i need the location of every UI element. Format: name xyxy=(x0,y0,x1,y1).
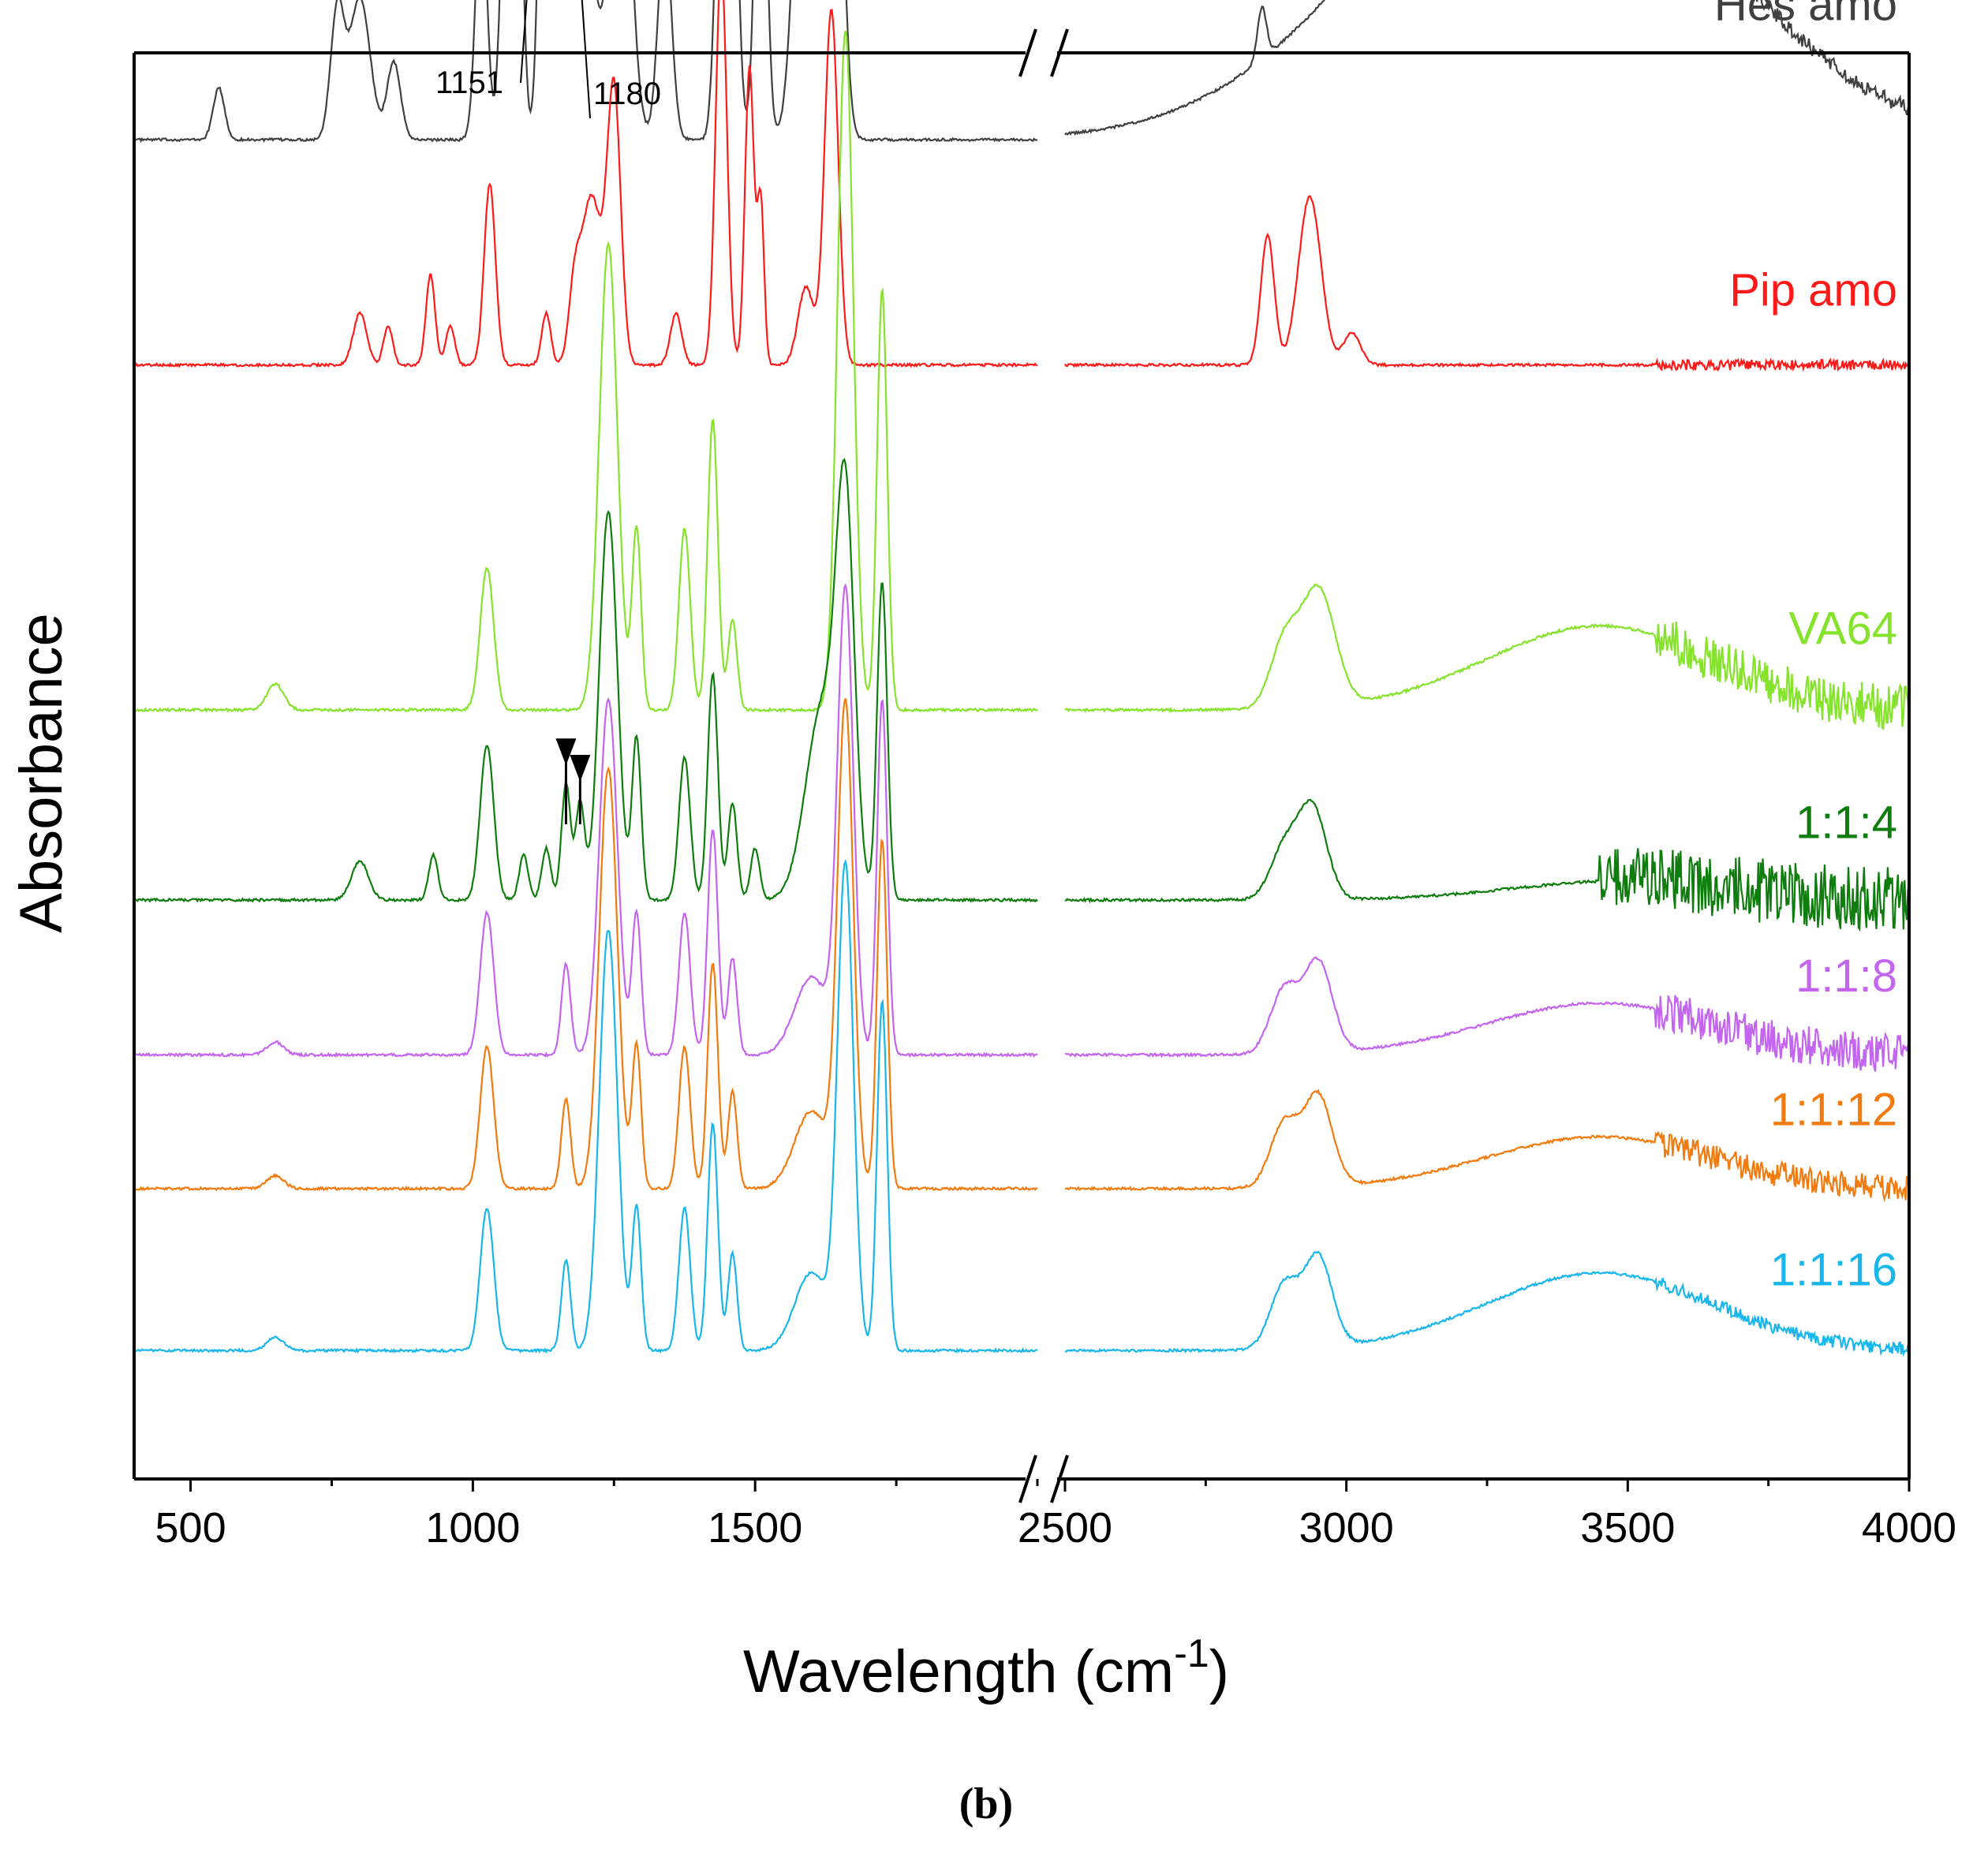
x-tick-label-2500: 2500 xyxy=(1018,1504,1112,1552)
axis-break-mark-2 xyxy=(1050,28,1069,77)
axis-break-mark-1 xyxy=(1018,28,1037,77)
series-line-1-1-12-segment-2 xyxy=(1064,1089,1911,1202)
plot-frame xyxy=(133,28,1911,1503)
x-axis-title-superscript: -1 xyxy=(1174,1631,1209,1675)
series-line-1-1-12-segment-1 xyxy=(133,698,1038,1192)
series-line-1-1-8-segment-1 xyxy=(133,583,1038,1059)
x-tick-label-3500: 3500 xyxy=(1580,1504,1675,1552)
y-axis-title: Absorbance xyxy=(8,613,75,933)
axis-break-mark-3 xyxy=(1018,1455,1037,1503)
series-label-1-1-4: 1:1:4 xyxy=(1796,797,1897,849)
x-axis-ticks: 500 1000 1500 2500 3000 3500 4000 xyxy=(155,1479,1956,1552)
spectra-curves xyxy=(133,0,1911,1357)
series-line-pip-amo-segment-1 xyxy=(133,0,1038,368)
series-line-va64-segment-1 xyxy=(133,30,1038,713)
series-label-1-1-12: 1:1:12 xyxy=(1770,1085,1897,1136)
series-label-1-1-8: 1:1:8 xyxy=(1796,950,1897,1002)
series-line-1-1-4-segment-1 xyxy=(133,457,1038,903)
series-label-hes-amo: Hes amo xyxy=(1714,0,1897,31)
x-tick-label-1000: 1000 xyxy=(425,1504,520,1552)
peak-leader-1151 xyxy=(520,0,528,84)
x-tick-label-1500: 1500 xyxy=(708,1504,802,1552)
panel-label: (b) xyxy=(959,1779,1013,1828)
arrow-head-2 xyxy=(570,754,591,782)
peak-annotations: 1151 1180 xyxy=(435,0,661,824)
series-line-1-1-16-segment-2 xyxy=(1064,1250,1911,1357)
series-line-hes-amo-segment-2 xyxy=(1064,0,1910,136)
x-tick-label-4000: 4000 xyxy=(1862,1504,1956,1552)
x-tick-label-3000: 3000 xyxy=(1299,1504,1394,1552)
x-tick-label-500: 500 xyxy=(155,1504,226,1552)
series-line-hes-amo-segment-1 xyxy=(133,0,1038,144)
series-labels: Hes amo Pip amo VA64 1:1:4 1:1:8 1:1:12 1:1:16 xyxy=(1714,0,1897,1295)
series-label-pip-amo: Pip amo xyxy=(1729,265,1897,316)
arrow-head-1 xyxy=(555,738,577,766)
axis-break-mark-4 xyxy=(1050,1455,1069,1503)
peak-label-1151: 1151 xyxy=(435,65,503,100)
series-line-1-1-4-segment-2 xyxy=(1064,798,1911,932)
series-label-va64: VA64 xyxy=(1788,603,1897,655)
series-label-1-1-16: 1:1:16 xyxy=(1770,1244,1897,1295)
peak-leader-1180 xyxy=(581,0,591,119)
x-axis-title: Wavelength (cm-1) xyxy=(743,1631,1229,1705)
series-line-va64-segment-2 xyxy=(1064,584,1911,731)
series-line-1-1-16-segment-1 xyxy=(133,858,1038,1354)
peak-label-1180: 1180 xyxy=(593,77,661,111)
series-line-1-1-8-segment-2 xyxy=(1064,956,1911,1072)
series-line-pip-amo-segment-2 xyxy=(1064,195,1911,372)
